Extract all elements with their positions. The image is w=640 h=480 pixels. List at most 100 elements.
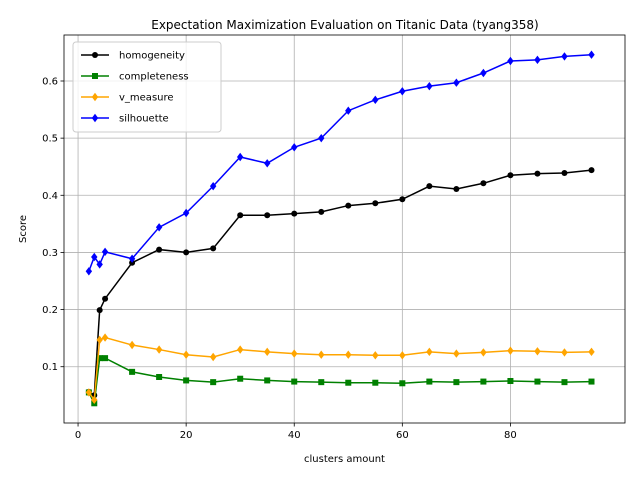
data-point	[399, 351, 406, 360]
data-point	[101, 333, 109, 342]
legend: homogeneity completeness v_measure silhouet…	[72, 41, 222, 133]
legend-box	[72, 41, 222, 133]
data-point	[128, 254, 136, 263]
y-tick-label: 0.4	[42, 191, 58, 202]
series-line	[88, 357, 592, 406]
y-tick-label: 0.1	[42, 362, 58, 373]
x-tick-label: 20	[180, 430, 193, 441]
data-point	[534, 55, 541, 65]
data-point	[237, 375, 244, 382]
y-axis-label: Score	[18, 215, 29, 243]
legend-label: silhouette	[119, 114, 169, 125]
series-v-measure	[85, 333, 595, 405]
data-point	[372, 351, 379, 360]
data-point	[264, 212, 271, 219]
data-point	[480, 348, 487, 357]
data-point	[210, 379, 217, 386]
data-point	[372, 200, 379, 207]
legend-marker	[91, 92, 99, 102]
data-point	[155, 223, 163, 232]
data-point	[426, 378, 433, 385]
legend-marker	[92, 52, 98, 58]
data-point	[264, 377, 271, 384]
data-point	[264, 159, 271, 168]
x-tick-label: 80	[504, 430, 517, 441]
data-point	[155, 345, 163, 354]
data-point	[128, 340, 136, 350]
legend-label: completeness	[119, 72, 189, 83]
data-point	[507, 346, 514, 355]
data-point	[156, 374, 163, 380]
data-point	[453, 379, 460, 386]
data-point	[507, 56, 514, 66]
data-point	[210, 245, 217, 252]
y-tick-label: 0.6	[42, 77, 58, 88]
data-point	[102, 295, 109, 302]
data-point	[588, 347, 595, 357]
data-point	[399, 196, 406, 203]
data-point	[507, 378, 514, 384]
data-point	[588, 50, 595, 59]
series-group	[85, 50, 595, 407]
data-point	[426, 81, 433, 91]
legend-label: homogeneity	[119, 51, 185, 62]
data-point	[291, 210, 298, 217]
data-point	[237, 212, 244, 219]
data-point	[102, 355, 109, 362]
data-point	[101, 247, 109, 257]
data-point	[183, 249, 190, 256]
legend-marker	[91, 113, 99, 123]
legend-marker	[92, 73, 98, 79]
series-silhouette	[85, 50, 595, 276]
data-point	[345, 379, 352, 386]
data-point	[156, 246, 163, 253]
data-point	[588, 378, 595, 385]
legend-item: v_measure	[81, 93, 174, 104]
data-point	[91, 395, 98, 405]
data-point	[96, 260, 103, 269]
data-point	[372, 95, 379, 105]
x-axis-label: clusters amount	[304, 454, 385, 465]
x-tick-label: 0	[75, 430, 81, 441]
data-point	[345, 202, 352, 209]
data-point	[318, 133, 325, 143]
data-point	[318, 350, 325, 359]
data-point	[561, 52, 568, 61]
data-point	[399, 380, 406, 387]
data-point	[318, 208, 325, 215]
data-point	[561, 379, 568, 386]
axis-ticks: 0 20 40 60 80 0.1 0.2 0.3 0.4 0.5 0.6	[42, 77, 517, 442]
data-point	[291, 378, 298, 385]
legend-item: silhouette	[81, 114, 169, 125]
data-point	[426, 347, 433, 357]
series-completeness	[85, 355, 595, 407]
data-point	[561, 170, 568, 176]
plot-frame	[63, 34, 626, 424]
data-point	[345, 106, 352, 115]
data-point	[399, 87, 406, 96]
chart-title: Expectation Maximization Evaluation on T…	[151, 18, 538, 32]
legend-item: completeness	[81, 72, 189, 83]
legend-item: homogeneity	[81, 51, 185, 62]
data-point	[96, 307, 103, 314]
data-point	[291, 349, 298, 358]
data-point	[91, 252, 98, 262]
legend-label: v_measure	[119, 93, 174, 104]
y-tick-label: 0.3	[42, 248, 58, 259]
data-point	[534, 170, 541, 177]
data-point	[209, 181, 217, 191]
data-point	[182, 350, 190, 359]
data-point	[85, 388, 93, 397]
data-point	[453, 186, 460, 192]
series-line	[88, 53, 592, 272]
data-point	[480, 180, 487, 187]
data-point	[85, 267, 93, 276]
y-tick-label: 0.2	[42, 305, 58, 316]
data-point	[236, 152, 244, 162]
data-point	[183, 377, 190, 384]
data-point	[209, 352, 217, 362]
x-tick-label: 40	[288, 430, 301, 441]
data-point	[480, 68, 487, 78]
x-tick-label: 60	[396, 430, 409, 441]
